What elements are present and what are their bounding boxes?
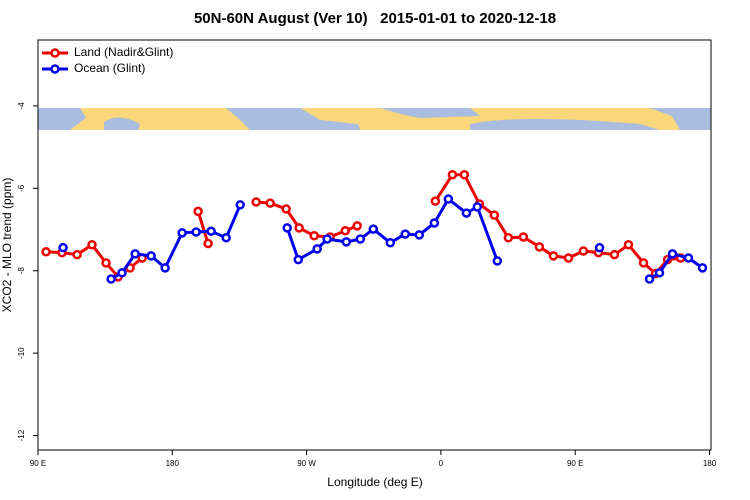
data-point — [146, 251, 156, 261]
x-axis-label: Longitude (deg E) — [327, 475, 422, 489]
x-tick-label: 90 E — [30, 459, 46, 468]
data-point — [72, 249, 82, 260]
data-point — [638, 258, 649, 268]
legend-label: Land (Nadir&Glint) — [74, 45, 173, 59]
y-tick-label: -8 — [17, 267, 26, 275]
chart-title: 50N-60N August (Ver 10) 2015-01-01 to 20… — [194, 10, 556, 27]
data-point — [368, 224, 379, 234]
data-point — [309, 230, 319, 241]
data-point — [352, 221, 362, 231]
data-point — [106, 274, 116, 284]
legend-label: Ocean (Glint) — [74, 61, 145, 75]
data-point — [206, 226, 216, 236]
data-point — [341, 237, 352, 247]
data-point — [282, 223, 292, 233]
map-band — [38, 108, 711, 130]
data-point — [203, 238, 213, 249]
data-point — [578, 246, 589, 256]
data-point — [293, 254, 303, 265]
y-tick-label: -4 — [17, 102, 26, 110]
data-point — [534, 242, 545, 252]
data-point — [265, 198, 275, 208]
data-point — [312, 244, 322, 254]
series-line — [45, 173, 681, 279]
data-point — [235, 200, 245, 210]
data-point — [281, 204, 291, 214]
data-point — [518, 232, 529, 242]
data-point — [447, 169, 458, 180]
data-point — [322, 234, 332, 244]
data-point — [177, 228, 187, 238]
data-point — [130, 249, 140, 259]
plot-frame — [37, 39, 712, 451]
x-tick-label: 180 — [703, 459, 717, 468]
data-point — [58, 242, 68, 253]
data-point — [489, 210, 500, 220]
data-point — [594, 242, 605, 253]
y-tick-label: -6 — [17, 184, 26, 192]
data-point — [385, 237, 396, 248]
data-point — [101, 258, 111, 268]
y-axis-label: XCO2 - MLO trend (ppm) — [0, 178, 14, 313]
data-point — [548, 251, 559, 261]
data-point — [414, 230, 425, 240]
data-point — [251, 197, 261, 207]
data-point — [667, 249, 678, 259]
x-tick-label: 180 — [166, 459, 180, 468]
y-tick-label: -12 — [17, 429, 26, 441]
data-point — [340, 226, 351, 236]
data-point — [355, 234, 366, 244]
data-point — [654, 268, 665, 278]
data-point — [429, 218, 440, 228]
data-point — [472, 202, 483, 212]
data-point — [443, 194, 454, 204]
data-point — [41, 247, 51, 257]
data-point — [294, 223, 304, 233]
data-point — [563, 253, 574, 263]
data-point — [221, 233, 231, 243]
data-point — [459, 169, 470, 180]
data-point — [644, 274, 655, 284]
x-tick-label: 0 — [439, 459, 444, 468]
y-tick-label: -10 — [17, 347, 26, 359]
data-point — [193, 206, 203, 217]
data-point — [87, 240, 97, 250]
data-point — [160, 263, 170, 273]
data-point — [400, 229, 410, 239]
data-point — [503, 233, 514, 243]
legend-marker — [50, 64, 60, 74]
x-tick-label: 90 W — [297, 459, 316, 468]
legend-marker — [50, 48, 60, 58]
data-point — [117, 268, 127, 278]
x-tick-label: 90 E — [567, 459, 583, 468]
data-point — [623, 240, 634, 250]
data-point — [609, 249, 620, 260]
data-point — [191, 227, 201, 237]
data-point — [697, 263, 708, 273]
data-point — [461, 208, 472, 218]
data-point — [683, 253, 694, 263]
map-ocean — [38, 108, 711, 130]
data-point — [430, 196, 441, 206]
data-point — [492, 256, 503, 266]
